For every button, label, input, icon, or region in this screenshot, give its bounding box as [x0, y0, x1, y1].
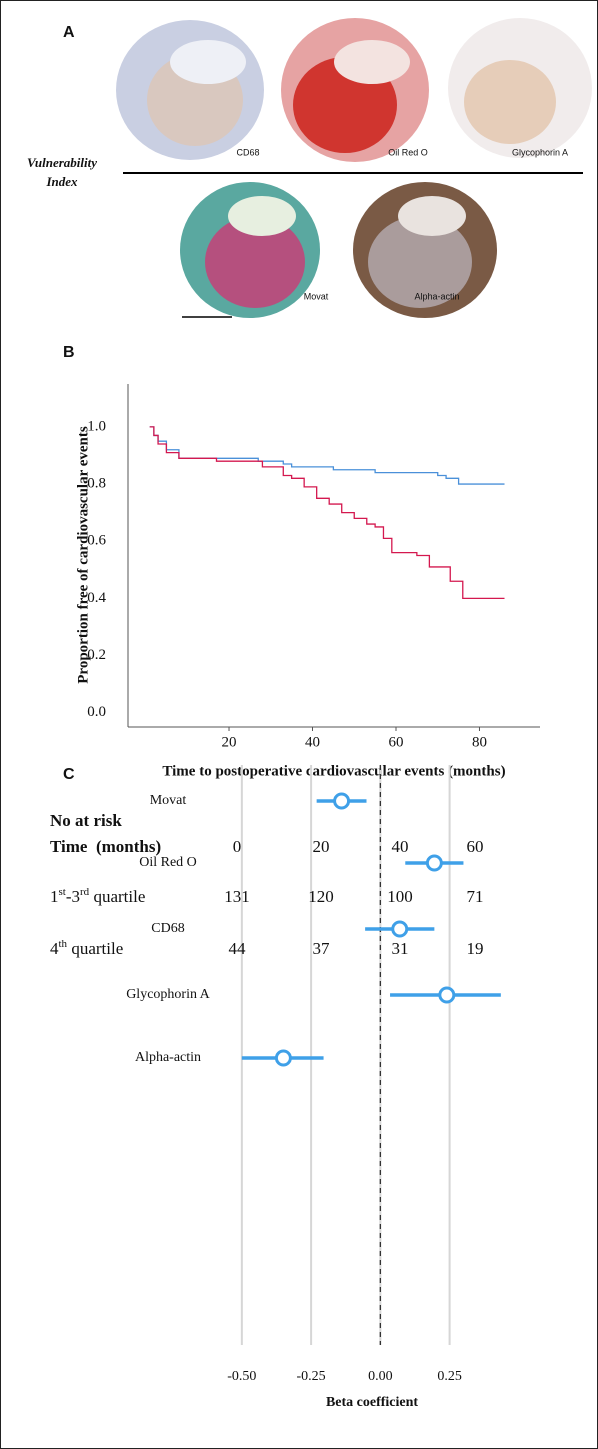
label-part: 1 [50, 887, 59, 906]
x-tick-label: 80 [472, 734, 487, 750]
estimate [440, 988, 454, 1002]
panel-label: B [63, 344, 75, 361]
image-detail [228, 196, 296, 236]
x-axis-label: Beta coefficient [326, 1395, 418, 1410]
panel-label: A [63, 24, 75, 41]
figure: A Vulnerability Index CD68 Oil Red O Gly… [0, 0, 598, 1449]
risk-count: 37 [313, 939, 331, 958]
panel-label: C [63, 766, 75, 783]
category-label: Movat [150, 793, 187, 808]
risk-time: 20 [313, 837, 330, 856]
x-tick-label: 0.25 [437, 1369, 462, 1384]
image-detail [464, 60, 556, 144]
x-tick-label: 60 [388, 734, 403, 750]
estimate [393, 922, 407, 936]
x-tick-label: -0.50 [227, 1369, 256, 1384]
x-tick-label: 0.00 [368, 1369, 393, 1384]
stain-label: Alpha-actin [414, 291, 459, 301]
risk-count: 131 [224, 887, 250, 906]
risk-count: 120 [308, 887, 334, 906]
risk-count: 19 [467, 939, 484, 958]
stain-label: CD68 [236, 147, 259, 157]
y-tick-label: 0.0 [87, 704, 106, 720]
risk-count: 100 [387, 887, 413, 906]
category-label: Alpha-actin [135, 1050, 201, 1065]
y-axis-label: Proportion free of cardiovascular events [75, 426, 91, 684]
x-tick-label: -0.25 [297, 1369, 326, 1384]
risk-table-header: Time (months) [50, 837, 161, 856]
image-detail [334, 40, 410, 84]
estimate [427, 856, 441, 870]
category-label: Glycophorin A [126, 987, 210, 1002]
stain-label: Movat [304, 291, 329, 301]
x-axis-label: Time to postoperative cardiovascular eve… [162, 763, 505, 779]
side-label: Index [45, 174, 78, 189]
x-tick-label: 20 [222, 734, 237, 750]
risk-time: 40 [392, 837, 409, 856]
risk-time: 0 [233, 837, 242, 856]
stain-label: Glycophorin A [512, 147, 568, 157]
estimate [335, 794, 349, 808]
image-detail [398, 196, 466, 236]
label-part: quartile [67, 939, 123, 958]
x-tick-label: 40 [305, 734, 320, 750]
label-part: st [59, 886, 66, 898]
side-label: Vulnerability [27, 155, 97, 170]
stain-label: Oil Red O [388, 147, 428, 157]
label-part: -3 [66, 887, 80, 906]
risk-time: 60 [467, 837, 484, 856]
risk-count: 44 [229, 939, 247, 958]
label-part: quartile [89, 887, 145, 906]
category-label: CD68 [151, 921, 184, 936]
estimate [276, 1051, 290, 1065]
risk-count: 71 [467, 887, 484, 906]
image-detail [170, 40, 246, 84]
category-label: Oil Red O [139, 855, 197, 870]
risk-table-title: No at risk [50, 811, 122, 830]
risk-count: 31 [392, 939, 409, 958]
